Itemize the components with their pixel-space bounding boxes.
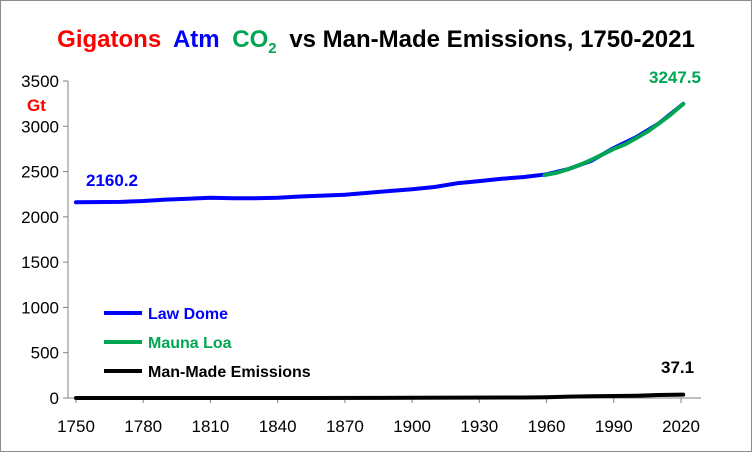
y-ticks: 0 500 1000 1500 2000 2500 3000 3500	[21, 72, 68, 408]
legend: Law Dome Mauna Loa Man-Made Emissions	[104, 306, 311, 381]
y-tick-label: 0	[50, 389, 59, 408]
annotation-start-value: 2160.2	[86, 171, 138, 190]
x-tick-label: 1810	[192, 417, 230, 436]
annotation-emissions-value: 37.1	[661, 358, 694, 377]
x-ticks: 1750 1780 1810 1840 1870 1900 1930 1960 1990 2020	[57, 398, 700, 436]
x-tick-label: 1840	[259, 417, 297, 436]
y-tick-label: 1000	[21, 298, 59, 317]
x-tick-label: 1990	[595, 417, 633, 436]
x-tick-label: 1900	[393, 417, 431, 436]
y-tick-label: 3500	[21, 72, 59, 91]
title-co: CO	[232, 26, 268, 53]
y-tick-label: 2000	[21, 208, 59, 227]
y-axis-label: Gt	[27, 96, 46, 115]
chart-title: Gigatons Atm CO2 vs Man-Made Emissions, …	[57, 26, 695, 59]
y-tick-label: 1500	[21, 253, 59, 272]
x-tick-label: 2020	[662, 417, 700, 436]
x-tick-label: 1750	[57, 417, 95, 436]
title-gigatons: Gigatons	[57, 26, 161, 53]
series-line-man-made-emissions	[74, 392, 686, 400]
x-tick-label: 1960	[528, 417, 566, 436]
legend-label-law-dome: Law Dome	[148, 306, 228, 323]
title-co-subscript: 2	[268, 40, 276, 57]
title-atm: Atm	[173, 26, 220, 53]
legend-label-emissions: Man-Made Emissions	[148, 364, 311, 381]
annotation-end-value: 3247.5	[649, 68, 701, 87]
series-line-mauna-loa	[542, 101, 686, 178]
y-tick-label: 2500	[21, 163, 59, 182]
title-rest: vs Man-Made Emissions, 1750-2021	[289, 26, 695, 53]
series-line-law-dome	[74, 101, 686, 205]
y-tick-label: 500	[31, 344, 59, 363]
x-tick-label: 1870	[326, 417, 364, 436]
x-tick-label: 1930	[460, 417, 498, 436]
y-tick-label: 3000	[21, 117, 59, 136]
legend-label-mauna-loa: Mauna Loa	[148, 335, 232, 352]
x-tick-label: 1780	[124, 417, 162, 436]
series-group	[74, 101, 686, 400]
